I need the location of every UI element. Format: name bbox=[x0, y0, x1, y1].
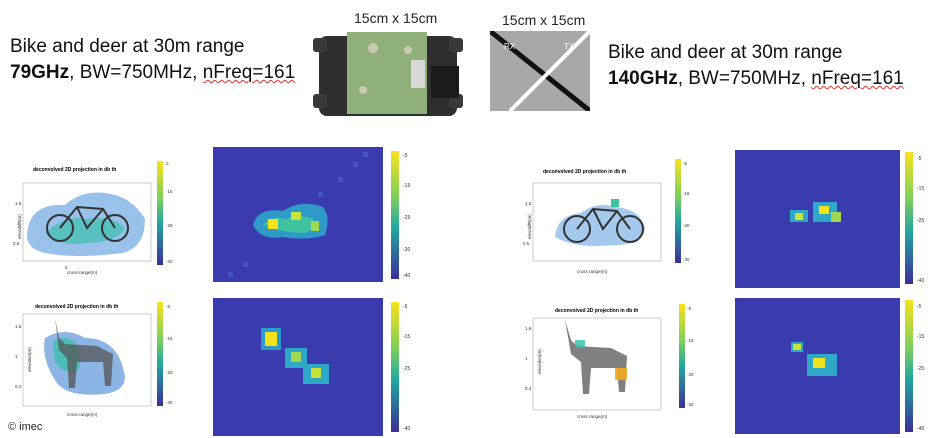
svg-text:-20: -20 bbox=[687, 372, 694, 377]
left-title: Bike and deer at 30m range 79GHz, BW=750… bbox=[10, 34, 295, 86]
svg-text:0.5: 0.5 bbox=[13, 241, 20, 246]
bike140-xlabel: cross range(m) bbox=[577, 269, 608, 274]
svg-text:-15: -15 bbox=[166, 336, 173, 341]
right-params: , BW=750MHz, bbox=[677, 68, 812, 89]
bike79-proj-title: deconvolved 2D projection in db th bbox=[33, 167, 116, 173]
deer79-heatmap: -5 -15 -25 -40 bbox=[213, 298, 410, 436]
svg-text:1: 1 bbox=[17, 221, 20, 226]
svg-text:1.6: 1.6 bbox=[525, 326, 532, 331]
svg-text:0.4: 0.4 bbox=[15, 384, 22, 389]
svg-text:-30: -30 bbox=[166, 259, 173, 264]
right-title-line1: Bike and deer at 30m range bbox=[608, 42, 843, 63]
svg-text:-25: -25 bbox=[403, 215, 410, 221]
svg-text:1.5: 1.5 bbox=[15, 201, 22, 206]
svg-text:-25: -25 bbox=[403, 366, 410, 372]
deer140-projection-plot: deconvolved 2D projection in db th 1.6 1 0… bbox=[525, 304, 694, 419]
svg-text:-5: -5 bbox=[917, 156, 922, 162]
svg-text:-5: -5 bbox=[403, 304, 408, 310]
deer79-ylabel: elevation(m) bbox=[27, 347, 32, 372]
copyright-text: © imec bbox=[8, 421, 43, 433]
svg-text:-5: -5 bbox=[166, 304, 170, 309]
deer140-proj-title: deconvolved 2D projection in db th bbox=[555, 308, 638, 314]
svg-text:-15: -15 bbox=[687, 338, 694, 343]
module140-caption: 15cm x 15cm bbox=[502, 12, 586, 28]
svg-text:-5: -5 bbox=[917, 304, 922, 310]
svg-text:1: 1 bbox=[15, 354, 18, 359]
svg-text:1.6: 1.6 bbox=[15, 324, 22, 329]
bike79-projection-plot: deconvolved 2D projection in db th 1.5 1 0… bbox=[13, 161, 173, 275]
right-nfreq: nFreq=161 bbox=[811, 68, 904, 89]
svg-text:-25: -25 bbox=[917, 218, 924, 224]
svg-text:0.5: 0.5 bbox=[523, 241, 530, 246]
left-nfreq: nFreq=161 bbox=[202, 62, 296, 83]
svg-text:-20: -20 bbox=[166, 223, 173, 228]
module140-image: RX TX bbox=[490, 31, 590, 111]
deer140-heatmap: -5 -15 -25 -40 bbox=[735, 298, 924, 434]
svg-text:-15: -15 bbox=[917, 334, 924, 340]
bike140-proj-title: deconvolved 2D projection in db th bbox=[543, 169, 626, 175]
right-title: Bike and deer at 30m range 140GHz, BW=75… bbox=[608, 40, 904, 92]
svg-text:-30: -30 bbox=[166, 400, 173, 405]
svg-text:1.5: 1.5 bbox=[525, 201, 532, 206]
svg-text:-20: -20 bbox=[166, 370, 173, 375]
svg-text:-40: -40 bbox=[403, 426, 410, 432]
bike140-heatmap: -5 -15 -25 -40 bbox=[735, 150, 924, 288]
svg-text:-15: -15 bbox=[917, 186, 924, 192]
bike140-ylabel: elevation(m) bbox=[527, 214, 532, 239]
svg-text:-5: -5 bbox=[403, 153, 408, 159]
left-freq: 79GHz bbox=[10, 62, 70, 83]
svg-text:0.4: 0.4 bbox=[525, 386, 532, 391]
deer79-xlabel: cross range(m) bbox=[67, 412, 98, 417]
deer140-xlabel: cross range(m) bbox=[577, 414, 608, 419]
deer79-projection-plot: deconvolved 2D projection in db th 1.6 1 0… bbox=[15, 302, 173, 417]
rx-label: RX bbox=[504, 42, 516, 51]
bike79-xlabel: cross range(m) bbox=[67, 270, 98, 275]
svg-text:-5: -5 bbox=[683, 161, 687, 166]
svg-text:-5: -5 bbox=[687, 306, 691, 311]
module79-image bbox=[313, 32, 463, 116]
svg-text:-15: -15 bbox=[403, 334, 410, 340]
svg-text:-40: -40 bbox=[403, 273, 410, 279]
tx-label: TX bbox=[564, 42, 575, 51]
right-title-line2: 140GHz, BW=750MHz, nFreq=161 bbox=[608, 66, 904, 92]
svg-text:-30: -30 bbox=[683, 257, 690, 262]
svg-text:0: 0 bbox=[65, 265, 68, 270]
svg-text:0: 0 bbox=[166, 161, 169, 166]
bike79-ylabel: elevation(m) bbox=[17, 214, 22, 239]
left-title-line2: 79GHz, BW=750MHz, nFreq=161 bbox=[10, 60, 295, 86]
module79-caption: 15cm x 15cm bbox=[354, 10, 438, 26]
left-title-line1: Bike and deer at 30m range bbox=[10, 36, 245, 57]
svg-text:1: 1 bbox=[527, 221, 530, 226]
svg-text:-40: -40 bbox=[917, 426, 924, 432]
svg-text:-15: -15 bbox=[403, 183, 410, 189]
svg-text:-25: -25 bbox=[917, 366, 924, 372]
left-params: , BW=750MHz, bbox=[69, 62, 203, 83]
svg-text:-30: -30 bbox=[687, 402, 694, 407]
deer140-ylabel: elevation(m) bbox=[537, 349, 542, 374]
bike140-projection-plot: deconvolved 2D projection in db th 1.5 1 0… bbox=[523, 159, 690, 274]
svg-text:-30: -30 bbox=[403, 247, 410, 253]
right-freq: 140GHz bbox=[608, 68, 678, 89]
svg-text:-20: -20 bbox=[683, 223, 690, 228]
svg-text:-10: -10 bbox=[166, 189, 173, 194]
deer79-proj-title: deconvolved 2D projection in db th bbox=[35, 304, 118, 310]
bike79-heatmap: -5 -15 -25 -30 -40 bbox=[213, 147, 410, 282]
svg-text:1: 1 bbox=[525, 356, 528, 361]
svg-text:-15: -15 bbox=[683, 191, 690, 196]
svg-text:-40: -40 bbox=[917, 278, 924, 284]
